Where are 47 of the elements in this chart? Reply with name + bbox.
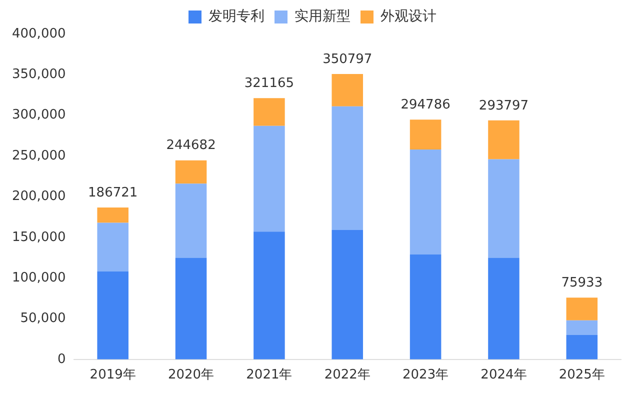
- y-tick-label: 200,000: [12, 189, 66, 204]
- bar: [97, 222, 128, 272]
- total-label: 244682: [166, 138, 216, 154]
- total-label: 75933: [561, 276, 603, 291]
- total-label: 293797: [478, 98, 529, 114]
- y-tick-label: 0: [57, 352, 66, 367]
- x-tick-label: 2019年: [90, 368, 136, 383]
- x-tick-label: 2020年: [168, 368, 214, 383]
- bar: [488, 258, 520, 360]
- bar: [332, 74, 364, 106]
- bar: [566, 298, 598, 320]
- bar: [254, 232, 285, 360]
- bar: [175, 184, 207, 258]
- bar: [254, 126, 285, 232]
- x-tick-label: 2023年: [402, 368, 449, 383]
- total-label: 294786: [400, 97, 450, 112]
- bar: [97, 272, 128, 360]
- bar: [488, 120, 520, 160]
- legend-label: 实用新型: [294, 8, 350, 25]
- y-tick-label: 300,000: [12, 108, 66, 123]
- x-tick-label: 2025年: [558, 368, 605, 383]
- y-tick-label: 250,000: [12, 148, 66, 164]
- x-tick-label: 2022年: [324, 368, 370, 383]
- total-label: 350797: [322, 52, 372, 67]
- y-tick-label: 50,000: [20, 311, 66, 326]
- bar: [175, 258, 207, 360]
- bar: [410, 150, 442, 254]
- x-tick-label: 2024年: [480, 368, 527, 383]
- y-tick-label: 100,000: [12, 270, 66, 286]
- x-tick-label: 2021年: [246, 368, 292, 383]
- total-label: 186721: [88, 185, 138, 200]
- bar: [332, 106, 364, 230]
- bar: [97, 208, 128, 223]
- legend-label: 外观设计: [380, 8, 436, 25]
- bar: [332, 230, 364, 360]
- bar: [254, 98, 285, 126]
- bar: [175, 160, 207, 184]
- bar: [566, 334, 598, 360]
- bar: [410, 254, 442, 360]
- y-tick-label: 350,000: [12, 67, 66, 82]
- total-label: 321165: [244, 76, 294, 92]
- bar: [566, 320, 598, 335]
- legend-label: 发明专利: [208, 8, 264, 25]
- bar: [410, 120, 442, 150]
- y-tick-label: 150,000: [12, 230, 66, 245]
- bar: [488, 159, 520, 258]
- y-tick-label: 400,000: [12, 26, 66, 42]
